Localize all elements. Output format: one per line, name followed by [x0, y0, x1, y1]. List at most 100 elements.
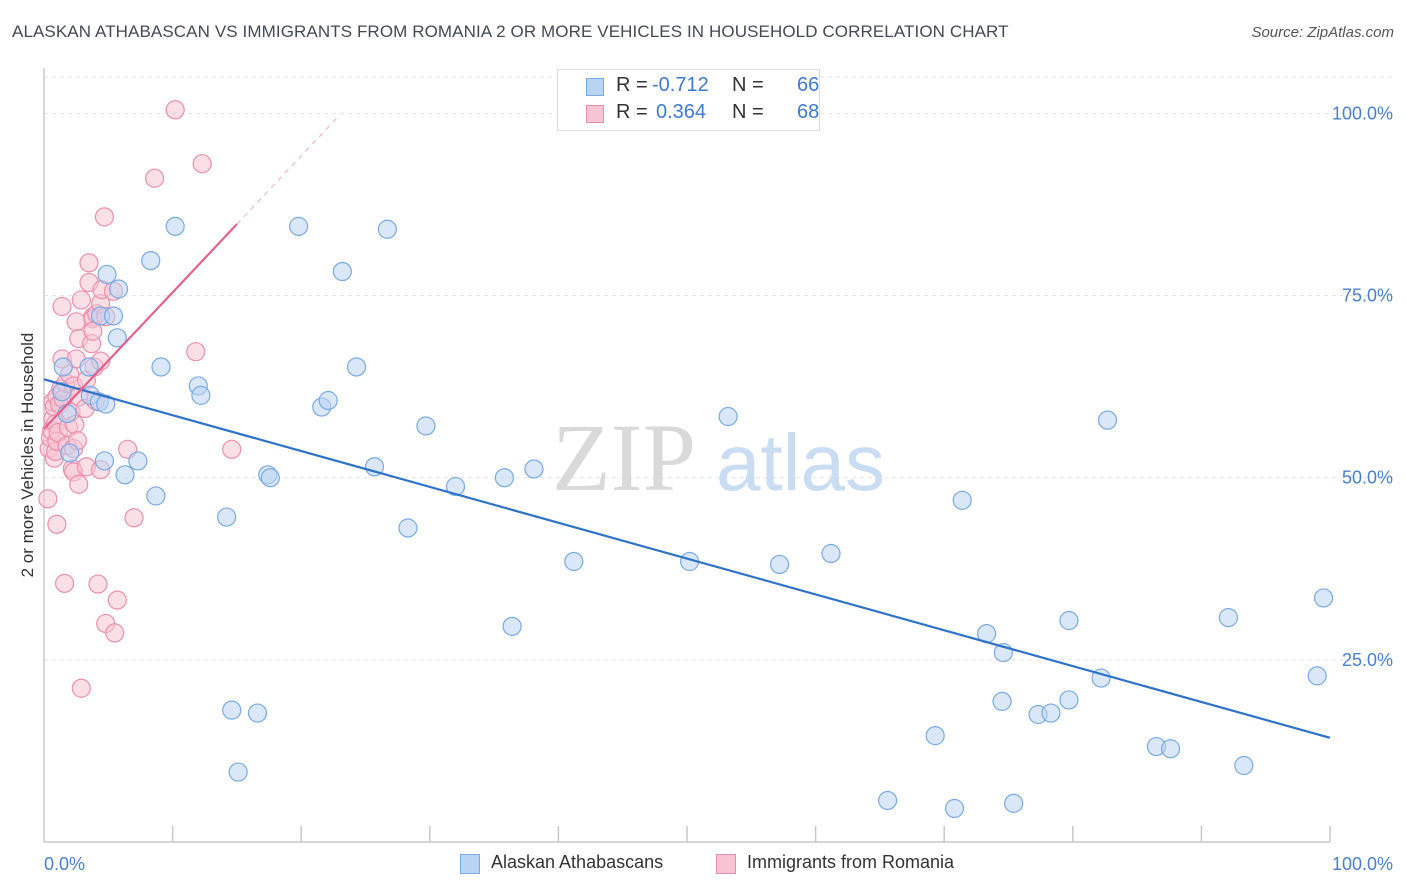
x-axis-tick-labels: 0.0% 100.0% — [44, 854, 1393, 874]
data-point — [289, 216, 309, 236]
legend-n-value: 68 — [797, 101, 820, 123]
data-point — [69, 474, 89, 494]
legend-swatch-pink — [586, 105, 604, 123]
data-point — [718, 406, 738, 427]
data-point — [944, 798, 965, 819]
data-point — [103, 306, 124, 326]
data-point — [192, 154, 212, 174]
data-point — [564, 551, 584, 572]
data-point — [151, 357, 171, 377]
data-point — [79, 253, 99, 273]
data-point — [398, 518, 418, 538]
data-point — [524, 459, 544, 479]
legend-n-label: N = — [732, 101, 764, 123]
y-axis-title: 2 or more Vehicles in Household — [18, 333, 37, 578]
data-point — [1160, 739, 1181, 759]
data-point — [1234, 755, 1254, 776]
data-point — [191, 385, 211, 405]
y-axis-tick-labels: 25.0% 50.0% 75.0% 100.0% — [1332, 103, 1393, 669]
watermark-zip: ZIP — [552, 404, 696, 511]
data-point — [115, 465, 135, 485]
data-point — [1041, 703, 1061, 723]
data-point — [260, 468, 280, 488]
legend-n-label: N = — [732, 74, 764, 96]
data-point — [71, 290, 91, 310]
x-tick-label: 0.0% — [44, 854, 85, 874]
y-tick-label: 25.0% — [1342, 650, 1393, 670]
data-point — [222, 439, 242, 459]
correlation-legend: R = -0.712 N = 66 R = 0.364 N = 68 — [557, 69, 820, 131]
data-point — [47, 514, 67, 534]
data-point — [52, 296, 72, 317]
data-point — [377, 219, 397, 239]
data-point — [925, 726, 945, 746]
legend-n-value: 66 — [797, 74, 820, 96]
data-point — [53, 357, 73, 377]
trend-line-alaskan-athabascans — [43, 378, 1331, 739]
bottom-legend-label: Immigrants from Romania — [747, 852, 955, 872]
data-point — [1097, 410, 1118, 430]
series-alaskan-athabascans — [52, 216, 1334, 819]
data-point — [71, 678, 91, 698]
data-point — [332, 261, 352, 282]
data-point — [107, 328, 127, 348]
data-point — [222, 700, 242, 720]
data-point — [502, 616, 522, 636]
data-point — [217, 507, 237, 527]
data-point — [105, 623, 125, 643]
watermark-atlas: atlas — [716, 418, 885, 507]
data-point — [769, 554, 790, 575]
data-point — [124, 508, 144, 528]
data-point — [1218, 607, 1239, 628]
data-point — [1307, 666, 1327, 686]
data-point — [1004, 793, 1024, 813]
trend-line-extension-immigrants-from-romania — [236, 114, 341, 225]
data-point — [878, 790, 898, 811]
y-tick-label: 75.0% — [1342, 286, 1393, 306]
y-tick-label: 100.0% — [1332, 103, 1393, 123]
data-point — [94, 451, 115, 471]
data-point — [96, 394, 116, 414]
y-tick-label: 50.0% — [1342, 468, 1393, 488]
x-axis-ticks — [171, 826, 1331, 842]
bottom-legend-label: Alaskan Athabascans — [491, 852, 664, 872]
data-point — [346, 357, 367, 377]
data-point — [445, 476, 466, 497]
legend-swatch-blue — [586, 78, 604, 96]
bottom-legend-swatch-blue — [460, 854, 480, 874]
chart-title: ALASKAN ATHABASCAN VS IMMIGRANTS FROM RO… — [12, 22, 1009, 41]
trend-line-immigrants-from-romania — [43, 223, 238, 430]
data-point — [165, 100, 185, 120]
data-point — [79, 357, 99, 377]
data-point — [1313, 588, 1334, 608]
data-point — [128, 451, 148, 471]
x-tick-label: 100.0% — [1332, 854, 1393, 874]
data-point — [952, 490, 972, 510]
data-point — [1059, 610, 1079, 631]
data-point — [228, 762, 248, 782]
data-point — [494, 468, 514, 488]
data-point — [146, 486, 166, 506]
legend-r-label: R = — [616, 101, 648, 123]
data-point — [97, 264, 117, 285]
series-immigrants-from-romania — [38, 100, 242, 698]
data-point — [88, 574, 108, 594]
data-point — [1059, 690, 1079, 710]
data-point — [821, 543, 841, 564]
data-point — [66, 312, 86, 332]
bottom-legend-swatch-pink — [716, 854, 736, 874]
legend-r-value: 0.364 — [656, 101, 707, 123]
grid-lines — [44, 76, 1392, 661]
legend-r-label: R = — [616, 74, 648, 96]
trend-lines — [43, 114, 1331, 739]
data-point — [94, 207, 115, 227]
data-point — [318, 390, 338, 411]
data-point — [60, 443, 80, 463]
data-point — [38, 489, 58, 509]
data-point — [54, 573, 75, 593]
data-point — [144, 168, 165, 188]
data-point — [57, 404, 77, 424]
data-point — [108, 279, 129, 299]
data-point — [992, 691, 1012, 711]
